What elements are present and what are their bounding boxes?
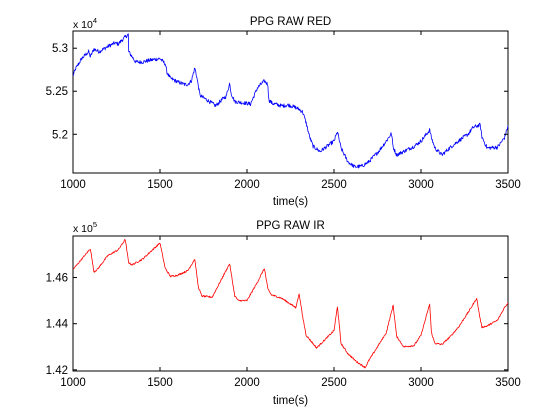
x-tick-label: 3000	[408, 377, 434, 389]
y-exponent-base: x 10	[73, 223, 93, 235]
x-tick-label: 2500	[321, 377, 347, 389]
x-tick-label: 2500	[321, 179, 347, 191]
y-exponent-power: 4	[93, 16, 97, 25]
tick-layer: 1000 1500 2000 2500 3000 3500 5.2 5.25 5.3	[46, 31, 521, 191]
x-axis-label: time(s)	[273, 196, 308, 208]
red-subplot: PPG RAW RED time(s) x 104 1000 1500 2000 25…	[46, 16, 521, 208]
ir-subplot: PPG RAW IR time(s) x 105 1000 1500 2000 250…	[46, 220, 521, 407]
y-tick-label: 5.3	[52, 43, 68, 55]
x-tick-label: 1500	[147, 377, 173, 389]
y-exponent-power: 5	[93, 220, 97, 229]
y-exponent: x 105	[73, 220, 97, 235]
x-tick-label: 1500	[147, 179, 173, 191]
series-layer	[72, 33, 509, 169]
series-line	[72, 33, 509, 169]
x-tick-label: 2000	[234, 179, 260, 191]
x-tick-label: 2000	[234, 377, 260, 389]
chart-title: PPG RAW RED	[250, 16, 331, 28]
x-tick-label: 3500	[495, 179, 521, 191]
y-tick-label: 1.46	[46, 273, 68, 285]
x-tick-label: 1000	[60, 179, 86, 191]
tick-layer: 1000 1500 2000 2500 3000 3500 1.42 1.44 1.46	[46, 236, 521, 389]
plot-area	[72, 30, 509, 174]
series-line	[72, 239, 509, 369]
x-axis-label: time(s)	[273, 395, 308, 407]
x-tick-label: 3500	[495, 377, 521, 389]
x-tick-label: 1000	[60, 377, 86, 389]
x-tick-label: 3000	[408, 179, 434, 191]
chart-title: PPG RAW IR	[256, 220, 325, 232]
series-layer	[72, 239, 509, 369]
y-tick-label: 5.2	[52, 129, 68, 141]
y-exponent-base: x 10	[73, 19, 93, 31]
y-tick-label: 5.25	[46, 86, 68, 98]
y-exponent: x 104	[73, 16, 97, 31]
y-tick-label: 1.42	[46, 365, 68, 377]
y-tick-label: 1.44	[46, 319, 69, 331]
